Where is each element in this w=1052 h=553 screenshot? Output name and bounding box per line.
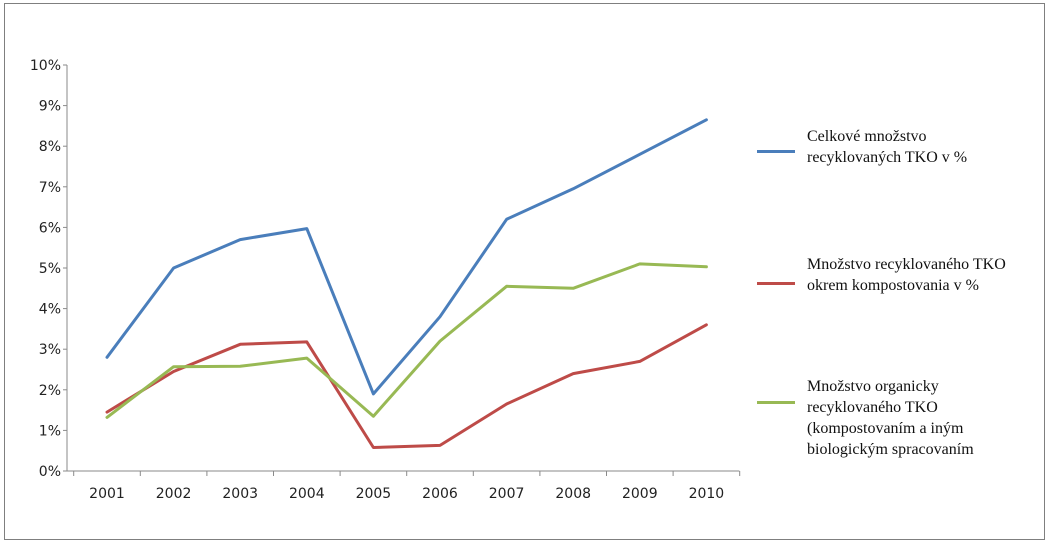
x-tick-label: 2002	[156, 486, 192, 502]
legend-swatch-organic	[757, 401, 795, 404]
y-tick-label: 3%	[39, 342, 61, 358]
y-tick-label: 9%	[39, 99, 61, 115]
y-tick-label: 10%	[30, 58, 61, 74]
y-tick-label: 1%	[39, 423, 61, 439]
legend-swatch-recycled-excl-compost	[757, 282, 795, 285]
x-tick-label: 2007	[489, 486, 525, 502]
x-tick-label: 2001	[89, 486, 125, 502]
legend-label-recycled-excl-compost: Množstvo recyklovaného TKO okrem kompost…	[807, 256, 1006, 294]
chart-frame: 0% 1% 2% 3% 4% 5% 6% 7% 8% 9% 10% 2001 2002 2003 2004 2…	[4, 3, 1045, 540]
legend-label-total: Celkové množstvo recyklovaných TKO v %	[807, 128, 968, 166]
y-tick-label: 6%	[39, 220, 61, 236]
y-tick-label: 8%	[39, 139, 61, 155]
x-tick-label: 2009	[622, 486, 658, 502]
y-tick-label: 5%	[39, 261, 61, 277]
line-chart: 0% 1% 2% 3% 4% 5% 6% 7% 8% 9% 10% 2001 2002 2003 2004 2…	[30, 58, 741, 502]
x-tick-label: 2010	[689, 486, 725, 502]
legend-item-organic: Množstvo organicky recyklovaného TKO (ko…	[757, 376, 1037, 458]
x-tick-label: 2008	[555, 486, 591, 502]
x-tick-label: 2006	[422, 486, 458, 502]
x-tick-label: 2005	[356, 486, 392, 502]
y-tick-label: 0%	[39, 464, 61, 480]
legend-swatch-total	[757, 150, 795, 153]
legend-item-recycled-excl-compost: Množstvo recyklovaného TKO okrem kompost…	[757, 254, 1037, 334]
legend-label-organic: Množstvo organicky recyklovaného TKO (ko…	[807, 378, 974, 458]
series-line-1	[105, 118, 708, 396]
legend-item-total: Celkové množstvo recyklovaných TKO v %	[757, 126, 1037, 206]
series-line-3	[105, 262, 708, 419]
y-tick-label: 2%	[39, 383, 61, 399]
x-tick-label: 2003	[222, 486, 258, 502]
series-line-2	[105, 323, 708, 449]
y-tick-label: 7%	[39, 180, 61, 196]
y-tick-label: 4%	[39, 302, 61, 318]
x-tick-label: 2004	[289, 486, 325, 502]
